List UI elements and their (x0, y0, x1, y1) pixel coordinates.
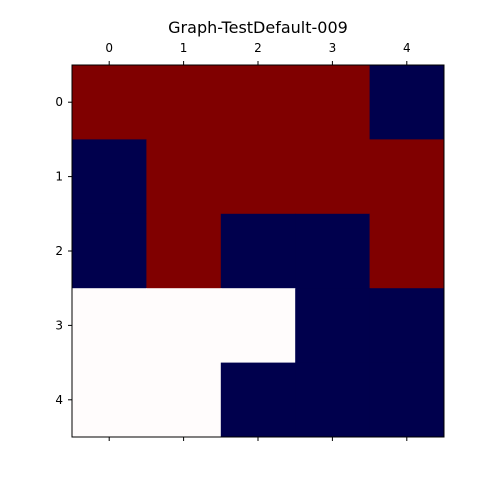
heatmap-cell-r1-c2 (220, 139, 296, 215)
heatmap-cell-r1-c4 (369, 139, 445, 215)
x-tick-label: 3 (329, 41, 337, 55)
heatmap-cell-r3-c4 (369, 288, 445, 364)
y-tick-label: 0 (55, 95, 63, 109)
heatmap-cell-r3-c2 (220, 288, 296, 364)
x-axis-top: 0 1 2 3 4 (105, 41, 411, 441)
y-tick-label: 2 (55, 244, 63, 258)
heatmap-cell-r3-c0 (72, 288, 147, 364)
y-tick-label: 1 (55, 170, 63, 184)
heatmap-cell-r2-c2 (220, 213, 296, 289)
y-axis: 0 1 2 3 4 (55, 95, 72, 407)
heatmap-cell-r4-c0 (72, 362, 147, 438)
heatmap-cell-r2-c4 (369, 213, 445, 289)
heatmap-cells (72, 65, 445, 438)
heatmap-cell-r0-c4 (369, 65, 445, 140)
heatmap-cell-r0-c2 (220, 65, 296, 140)
heatmap-cell-r0-c1 (146, 65, 222, 140)
heatmap-cell-r2-c3 (295, 213, 371, 289)
heatmap-cell-r2-c0 (72, 213, 147, 289)
heatmap-cell-r3-c1 (146, 288, 222, 364)
heatmap-cell-r4-c4 (369, 362, 445, 438)
heatmap-cell-r1-c0 (72, 139, 147, 215)
x-tick-label: 2 (254, 41, 262, 55)
x-tick-label: 4 (403, 41, 411, 55)
heatmap-cell-r4-c3 (295, 362, 371, 438)
heatmap-cell-r4-c2 (220, 362, 296, 438)
heatmap-cell-r0-c0 (72, 65, 147, 140)
heatmap-cell-r4-c1 (146, 362, 222, 438)
chart-title: Graph-TestDefault-009 (168, 18, 348, 37)
heatmap-cell-r0-c3 (295, 65, 371, 140)
heatmap-cell-r3-c3 (295, 288, 371, 364)
x-tick-label: 1 (180, 41, 188, 55)
heatmap-cell-r1-c1 (146, 139, 222, 215)
y-tick-label: 4 (55, 393, 63, 407)
heatmap-cell-r2-c1 (146, 213, 222, 289)
y-tick-label: 3 (55, 318, 63, 332)
x-tick-label: 0 (105, 41, 113, 55)
heatmap-cell-r1-c3 (295, 139, 371, 215)
